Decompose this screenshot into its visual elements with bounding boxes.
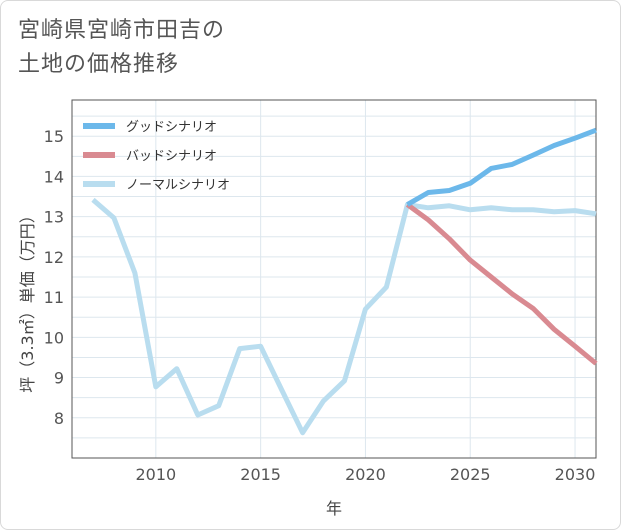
y-tick-label: 9	[54, 369, 64, 388]
x-tick-label: 2015	[240, 465, 281, 484]
x-tick-label: 2025	[450, 465, 491, 484]
legend-label-normal: ノーマルシナリオ	[126, 178, 230, 193]
series-line-bad	[405, 202, 598, 366]
chart-title-line-1: 宮崎県宮崎市田吉の	[18, 18, 226, 43]
y-axis-title: 坪（3.3㎡）単価（万円）	[18, 207, 37, 392]
x-axis-title: 年	[326, 499, 342, 518]
legend-label-good: グッドシナリオ	[126, 120, 217, 135]
y-tick-label: 15	[44, 127, 64, 146]
y-tick-label: 10	[44, 328, 64, 347]
x-tick-label: 2030	[555, 465, 596, 484]
x-tick-label: 2010	[135, 465, 176, 484]
series-line-normal	[91, 197, 597, 436]
plot-area	[71, 99, 597, 459]
x-tick-label: 2020	[345, 465, 386, 484]
y-tick-label: 12	[44, 248, 64, 267]
legend-label-bad: バッドシナリオ	[126, 149, 217, 164]
chart-title-line-2: 土地の価格推移	[18, 52, 180, 77]
y-axis-ticks: 8 9 10 11 12 13 14 15	[44, 127, 64, 428]
y-tick-label: 8	[54, 409, 64, 428]
y-tick-label: 14	[44, 167, 64, 186]
chart-title: 宮崎県宮崎市田吉の 土地の価格推移	[18, 14, 225, 82]
series-lines	[91, 127, 598, 436]
y-tick-label: 13	[44, 208, 64, 227]
series-line-good	[406, 127, 597, 207]
y-tick-label: 11	[44, 288, 64, 307]
x-axis-ticks: 2010 2015 2020 2025 2030	[135, 465, 595, 484]
